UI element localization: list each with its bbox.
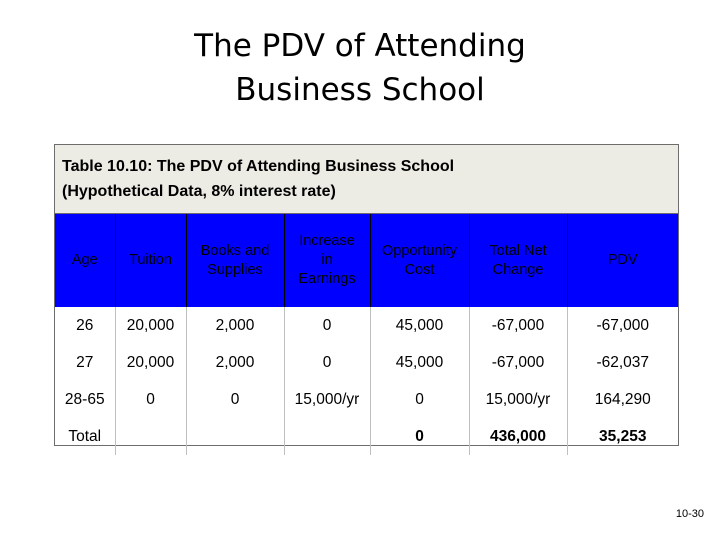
header-pdv: PDV xyxy=(567,214,678,307)
cell-tuition: 0 xyxy=(115,381,187,418)
header-total-net-change: Total Net Change xyxy=(469,214,568,307)
cell-tuition: 20,000 xyxy=(115,307,187,344)
cell-increase-in-earnings: 0 xyxy=(284,307,371,344)
cell-pdv: -62,037 xyxy=(596,353,650,371)
cell-increase-in-earnings: 0 xyxy=(284,344,371,381)
cell-pdv: 164,290 xyxy=(594,390,651,408)
total-net-change: 436,000 xyxy=(469,418,568,455)
pdv-table: Age Tuition Books and Supplies Increase … xyxy=(55,214,678,455)
header-books-and-supplies: Books and Supplies xyxy=(186,214,285,307)
total-increase-in-earnings xyxy=(284,418,371,455)
cell-age: 27 xyxy=(55,344,116,381)
cell-opportunity-cost: 0 xyxy=(370,381,470,418)
cell-total-net-change: -67,000 xyxy=(469,344,568,381)
header-opportunity-cost: Opportunity Cost xyxy=(370,214,470,307)
table-caption-line-2: (Hypothetical Data, 8% interest rate) xyxy=(62,183,336,200)
cell-tuition: 20,000 xyxy=(115,344,187,381)
total-pdv: 35,253 xyxy=(599,427,647,445)
cell-pdv: -67,000 xyxy=(596,316,650,334)
table-header-row: Age Tuition Books and Supplies Increase … xyxy=(55,214,678,307)
cell-books-and-supplies: 2,000 xyxy=(186,307,285,344)
header-age: Age xyxy=(55,214,116,307)
slide-title-line-2: Business School xyxy=(235,72,485,108)
pdv-table-container: Table 10.10: The PDV of Attending Busine… xyxy=(54,144,679,455)
header-tuition: Tuition xyxy=(115,214,187,307)
table-caption-line-1: Table 10.10: The PDV of Attending Busine… xyxy=(62,158,455,175)
cell-books-and-supplies: 2,000 xyxy=(186,344,285,381)
cell-age: 26 xyxy=(55,307,116,344)
cell-total-net-change: -67,000 xyxy=(469,307,568,344)
total-books-and-supplies xyxy=(186,418,285,455)
table-row: 28-65 0 0 15,000/yr 0 15,000/yr 164,290 xyxy=(55,381,678,418)
cell-opportunity-cost: 45,000 xyxy=(370,344,470,381)
slide-title-line-1: The PDV of Attending xyxy=(194,28,526,64)
cell-increase-in-earnings: 15,000/yr xyxy=(284,381,371,418)
table-total-row: Total 0 436,000 35,253 xyxy=(55,418,678,455)
cell-total-net-change: 15,000/yr xyxy=(469,381,568,418)
slide-title: The PDV of Attending Business School xyxy=(0,24,720,112)
cell-opportunity-cost: 45,000 xyxy=(370,307,470,344)
total-opportunity-cost: 0 xyxy=(370,418,470,455)
cell-age: 28-65 xyxy=(55,381,116,418)
total-tuition xyxy=(115,418,187,455)
slide-number: 10-30 xyxy=(675,508,704,520)
total-label: Total xyxy=(55,418,116,455)
header-increase-in-earnings: Increase in Earnings xyxy=(284,214,371,307)
table-row: 26 20,000 2,000 0 45,000 -67,000 -67,000 xyxy=(55,307,678,344)
table-caption: Table 10.10: The PDV of Attending Busine… xyxy=(55,145,678,214)
cell-books-and-supplies: 0 xyxy=(186,381,285,418)
table-row: 27 20,000 2,000 0 45,000 -67,000 -62,037 xyxy=(55,344,678,381)
